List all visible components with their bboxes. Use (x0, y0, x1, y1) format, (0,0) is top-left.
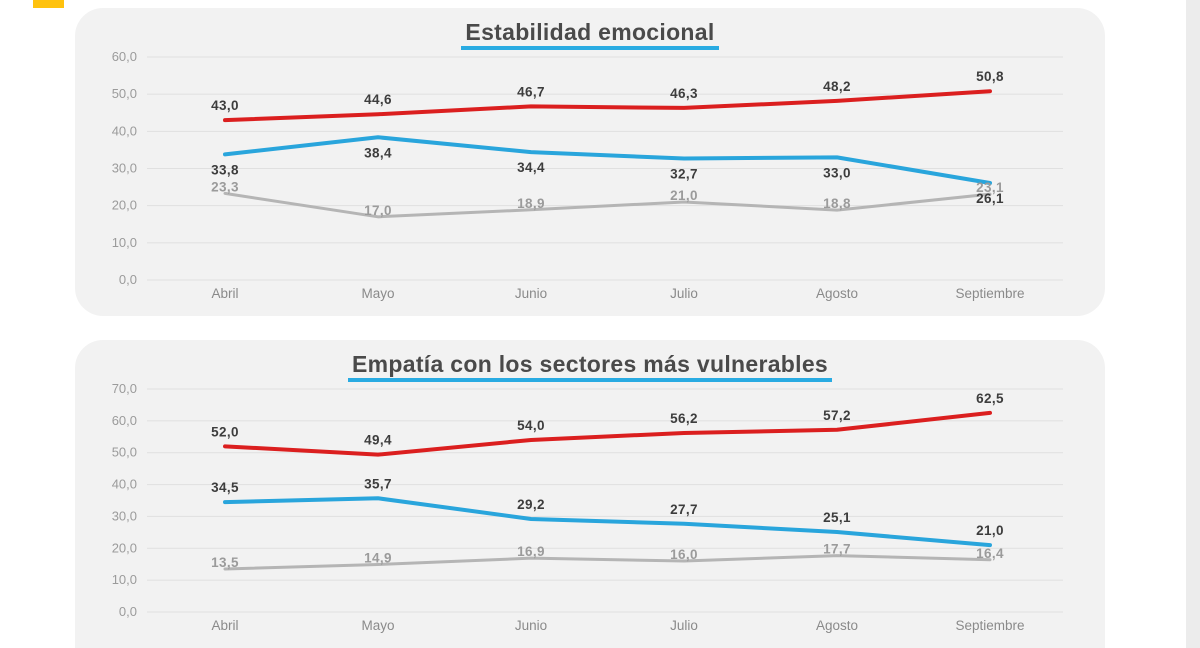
red-series-line (223, 410, 992, 457)
y-tick-label: 50,0 (112, 86, 137, 101)
chart-title-empatia: Empatía con los sectores más vulnerables (347, 351, 833, 383)
y-axis-ticks: 0,0 10,0 20,0 30,0 40,0 50,0 60,0 (112, 50, 137, 287)
blue-series-value-label: 25,1 (823, 510, 851, 525)
blue-series-value-label: 38,4 (364, 145, 392, 160)
y-tick-label: 0,0 (119, 604, 137, 619)
blue-series-value-label: 33,0 (823, 165, 851, 180)
blue-series-value-label: 21,0 (976, 523, 1004, 538)
chart-card-empatia: Empatía con los sectores más vulnerables… (75, 340, 1105, 648)
gray-series-value-label: 18,8 (823, 196, 851, 211)
red-series-value-label: 46,3 (670, 86, 698, 101)
gray-series-value-label: 17,7 (823, 542, 851, 557)
month-label: Julio (670, 286, 698, 301)
red-series-value-label: 43,0 (211, 98, 239, 113)
gray-series-line (223, 554, 992, 571)
y-tick-label: 0,0 (119, 272, 137, 287)
x-axis-labels: Abril Mayo Junio Julio Agosto Septiembre (211, 618, 1024, 633)
chart-title-estabilidad: Estabilidad emocional (461, 19, 719, 51)
red-series-value-label: 46,7 (517, 84, 545, 99)
y-tick-label: 10,0 (112, 572, 137, 587)
gray-series-value-label: 23,1 (976, 180, 1004, 195)
month-label: Agosto (816, 286, 858, 301)
gray-series-value-label: 23,3 (211, 179, 239, 194)
y-tick-label: 40,0 (112, 123, 137, 138)
y-tick-label: 20,0 (112, 540, 137, 555)
red-series-value-label: 48,2 (823, 79, 851, 94)
blue-series-value-label: 34,4 (517, 160, 545, 175)
gray-series-value-label: 14,9 (364, 551, 392, 566)
gridlines (147, 388, 1063, 613)
y-tick-label: 30,0 (112, 161, 137, 176)
blue-series-value-label: 27,7 (670, 502, 698, 517)
y-tick-label: 60,0 (112, 50, 137, 64)
month-label: Mayo (361, 618, 394, 633)
blue-series-value-label: 29,2 (517, 497, 545, 512)
gray-series-value-label: 16,9 (517, 544, 545, 559)
y-tick-label: 50,0 (112, 445, 137, 460)
gray-series-line (223, 191, 992, 219)
y-tick-label: 40,0 (112, 477, 137, 492)
blue-series-line (223, 496, 992, 548)
chart-card-estabilidad: Estabilidad emocional 0,0 10,0 20,0 30,0 40,… (75, 8, 1105, 316)
blue-series-value-label: 34,5 (211, 480, 239, 495)
month-label: Mayo (361, 286, 394, 301)
blue-series-line (223, 135, 992, 185)
red-series-value-label: 56,2 (670, 411, 698, 426)
red-series-value-label: 57,2 (823, 408, 851, 423)
gridlines (147, 56, 1063, 281)
red-series-value-label: 54,0 (517, 418, 545, 433)
red-series-value-label: 52,0 (211, 424, 239, 439)
line-chart-estabilidad: 0,0 10,0 20,0 30,0 40,0 50,0 60,0 43,0 44,6 46,7 4… (112, 50, 1063, 301)
y-tick-label: 10,0 (112, 235, 137, 250)
right-edge-strip (1186, 0, 1200, 648)
y-tick-label: 70,0 (112, 382, 137, 396)
month-label: Septiembre (955, 618, 1024, 633)
month-label: Julio (670, 618, 698, 633)
red-series-line (223, 89, 992, 123)
y-tick-label: 60,0 (112, 413, 137, 428)
yellow-marker (33, 0, 64, 8)
blue-series-value-label: 32,7 (670, 166, 698, 181)
blue-series-value-label: 35,7 (364, 476, 392, 491)
gray-series-value-label: 18,9 (517, 196, 545, 211)
gray-series-value-label: 17,0 (364, 203, 392, 218)
month-label: Junio (515, 286, 547, 301)
blue-series-value-label: 33,8 (211, 162, 239, 177)
y-tick-label: 20,0 (112, 198, 137, 213)
red-series-value-label: 49,4 (364, 433, 392, 448)
red-series-value-label: 50,8 (976, 69, 1004, 84)
month-label: Agosto (816, 618, 858, 633)
gray-series-value-label: 16,0 (670, 547, 698, 562)
gray-series-value-label: 13,5 (211, 555, 239, 570)
blue-series-value-label: 26,1 (976, 191, 1004, 206)
x-axis-labels: Abril Mayo Junio Julio Agosto Septiembre (211, 286, 1024, 301)
line-chart-empatia: 0,0 10,0 20,0 30,0 40,0 50,0 60,0 70,0 52,0 49,4 5… (112, 382, 1063, 633)
red-series-value-label: 62,5 (976, 391, 1004, 406)
month-label: Abril (211, 286, 238, 301)
y-tick-label: 30,0 (112, 508, 137, 523)
month-label: Septiembre (955, 286, 1024, 301)
red-series-value-label: 44,6 (364, 92, 392, 107)
y-axis-ticks: 0,0 10,0 20,0 30,0 40,0 50,0 60,0 70,0 (112, 382, 137, 619)
gray-series-value-label: 21,0 (670, 188, 698, 203)
month-label: Abril (211, 618, 238, 633)
month-label: Junio (515, 618, 547, 633)
gray-series-value-label: 16,4 (976, 546, 1004, 561)
